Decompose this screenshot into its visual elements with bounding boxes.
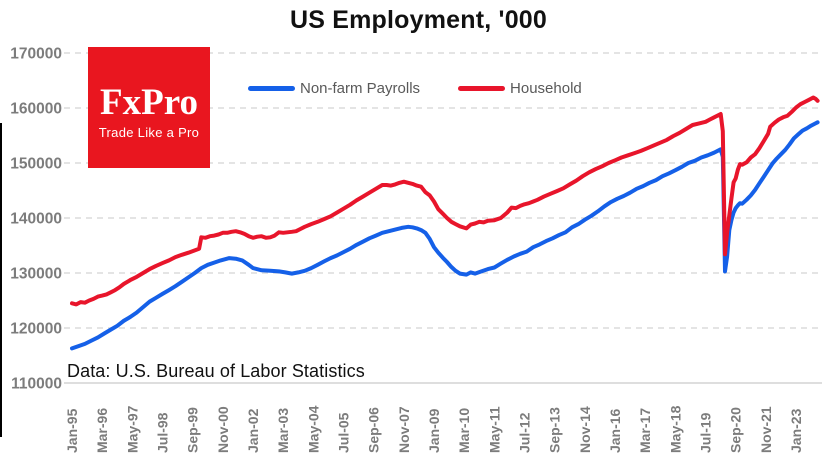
y-axis-tick-label: 130000: [10, 266, 62, 283]
x-axis-tick-label: Jan-16: [607, 408, 623, 453]
y-axis-tick-label: 110000: [11, 376, 62, 393]
x-axis-tick-label: Jan-09: [426, 408, 442, 453]
x-axis-tick-label: May-97: [124, 405, 140, 453]
x-axis-tick-label: Mar-10: [456, 408, 472, 453]
x-axis-tick-label: Jan-95: [64, 408, 80, 453]
chart-legend: Non-farm Payrolls Household: [248, 80, 582, 97]
x-axis-tick-label: Mar-03: [275, 408, 291, 453]
chart-title: US Employment, '000: [289, 6, 548, 34]
y-axis-tick-label: 140000: [10, 211, 62, 228]
fxpro-logo: FxPro Trade Like a Pro: [88, 47, 210, 168]
x-axis-tick-label: Mar-17: [637, 408, 653, 453]
x-axis-tick-label: Jul-19: [698, 412, 714, 453]
fxpro-logo-tagline: Trade Like a Pro: [98, 124, 200, 140]
legend-item-household: Household: [458, 80, 582, 97]
x-axis-tick-label: Nov-14: [577, 406, 593, 453]
y-axis-tick-label: 150000: [10, 156, 62, 173]
x-axis-tick-label: Nov-00: [215, 406, 231, 453]
x-axis-tick-label: Nov-21: [758, 406, 774, 453]
x-axis-tick-label: May-18: [667, 405, 683, 453]
y-axis-tick-label: 120000: [10, 321, 62, 338]
series-line-household: [70, 95, 820, 307]
y-axis-tick-label: 160000: [10, 101, 62, 118]
x-axis-tick-label: Jul-12: [517, 412, 533, 453]
nonfarm-line-swatch: [248, 86, 295, 91]
x-axis-tick-label: May-04: [305, 405, 321, 453]
series-line-nonfarm-payrolls: [70, 120, 820, 351]
household-line-swatch: [458, 86, 506, 91]
x-axis-tick-label: Jan-23: [788, 408, 804, 453]
legend-label-household: Household: [510, 80, 582, 97]
x-axis-tick-label: Sep-06: [366, 407, 382, 453]
fxpro-logo-wordmark: FxPro: [100, 81, 198, 123]
x-axis-tick-label: Sep-13: [547, 407, 563, 453]
x-axis-tick-label: May-11: [486, 406, 502, 453]
x-axis-tick-label: Jan-02: [245, 408, 261, 453]
legend-label-nonfarm: Non-farm Payrolls: [300, 80, 421, 97]
x-axis-tick-label: Sep-99: [185, 407, 201, 453]
left-border-line: [0, 123, 2, 437]
x-axis-tick-label: Nov-07: [396, 406, 412, 453]
x-axis-tick-label: Jul-05: [336, 412, 352, 453]
legend-item-nonfarm: Non-farm Payrolls: [248, 80, 420, 97]
x-axis-tick-label: Mar-96: [94, 408, 110, 453]
data-source-note: Data: U.S. Bureau of Labor Statistics: [67, 361, 365, 381]
y-axis-tick-label: 170000: [10, 46, 62, 63]
x-axis-tick-label: Sep-20: [728, 407, 744, 453]
x-axis-tick-label: Jul-98: [155, 412, 171, 453]
